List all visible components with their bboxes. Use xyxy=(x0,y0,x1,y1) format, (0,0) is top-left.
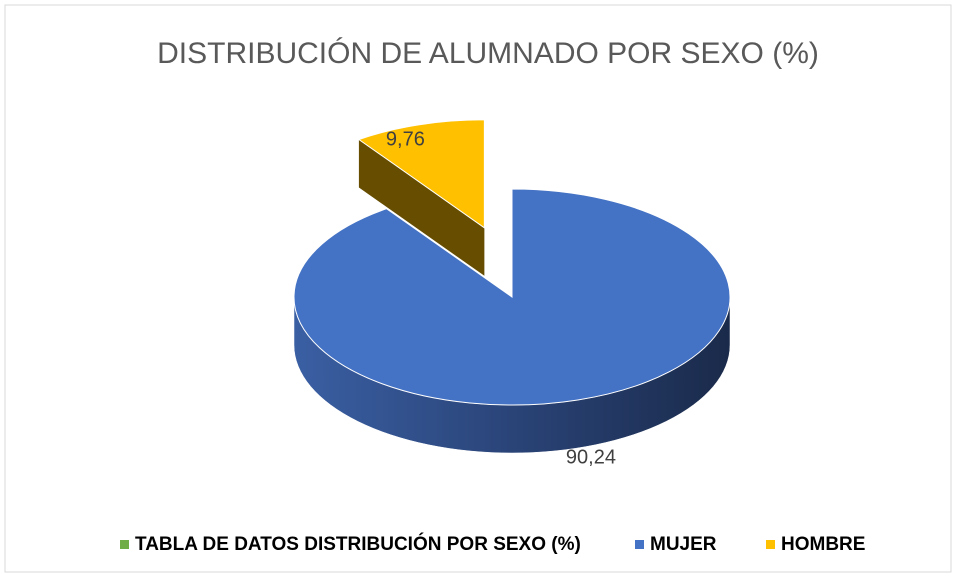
data-label: 9,76 xyxy=(386,129,425,151)
legend-label: HOMBRE xyxy=(781,534,865,555)
legend-label: MUJER xyxy=(650,534,717,555)
data-label: 90,24 xyxy=(566,447,616,469)
slice-top xyxy=(357,119,485,229)
legend-swatch xyxy=(635,540,644,549)
slice xyxy=(293,188,731,454)
legend: TABLA DE DATOS DISTRIBUCIÓN POR SEXO (%)… xyxy=(120,533,865,555)
legend-swatch xyxy=(766,540,775,549)
legend-label: TABLA DE DATOS DISTRIBUCIÓN POR SEXO (%) xyxy=(135,533,581,555)
slice-face xyxy=(358,139,485,276)
legend-swatch xyxy=(120,540,129,549)
slice xyxy=(357,119,485,276)
slice-top xyxy=(293,188,731,406)
chart-title: DISTRIBUCIÓN DE ALUMNADO POR SEXO (%) xyxy=(157,37,819,70)
pie: 90,24 9,76 xyxy=(293,119,731,469)
